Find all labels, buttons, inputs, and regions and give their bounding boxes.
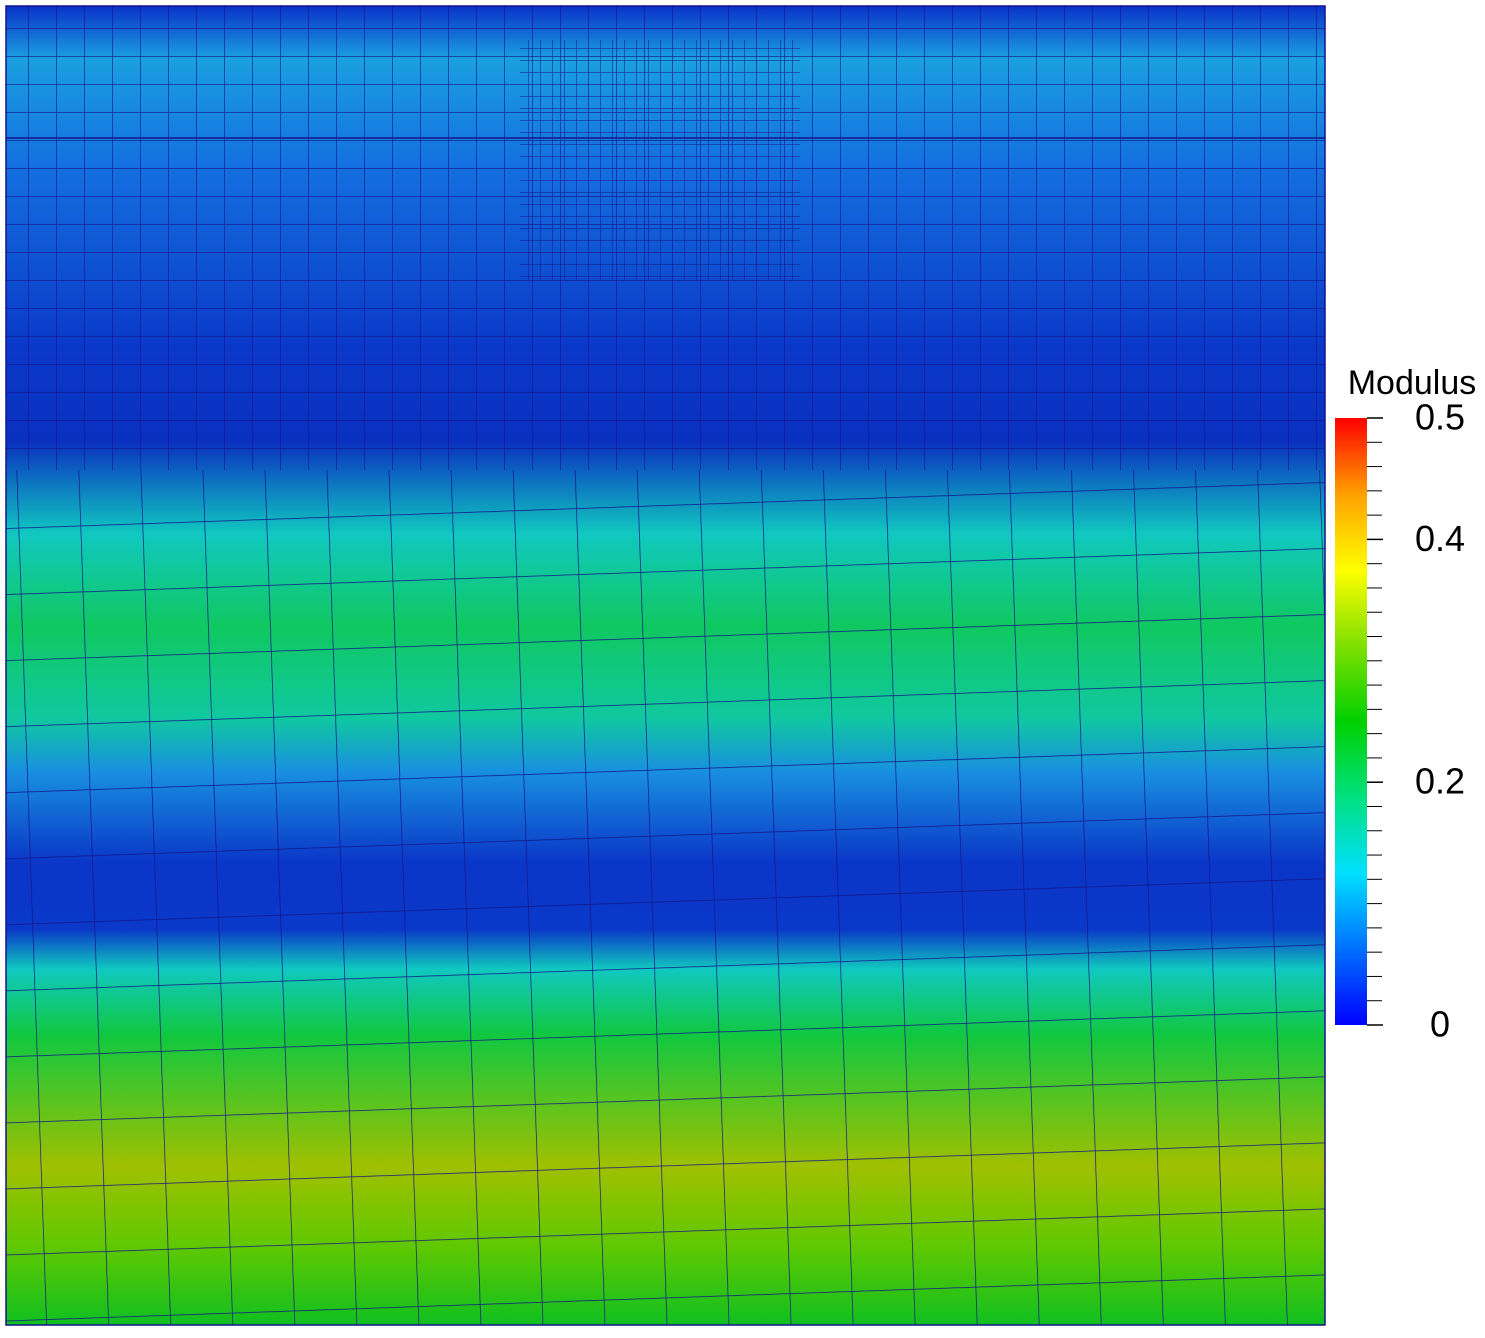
tick-label: 0 bbox=[1430, 1004, 1450, 1045]
tick-label: 0.5 bbox=[1415, 397, 1465, 438]
mesh bbox=[6, 470, 1325, 1325]
tick-label: 0.2 bbox=[1415, 761, 1465, 802]
colorbar-title: Modulus bbox=[1348, 364, 1477, 402]
colorbar: Modulus 0 0.2 0.4 0.5 bbox=[1335, 364, 1476, 1045]
plot-border bbox=[5, 5, 1326, 1326]
colorbar-gradient bbox=[1335, 418, 1367, 1025]
tick-label: 0.4 bbox=[1415, 518, 1465, 559]
field-plot bbox=[5, 5, 1326, 1326]
mesh-refined bbox=[520, 40, 800, 280]
